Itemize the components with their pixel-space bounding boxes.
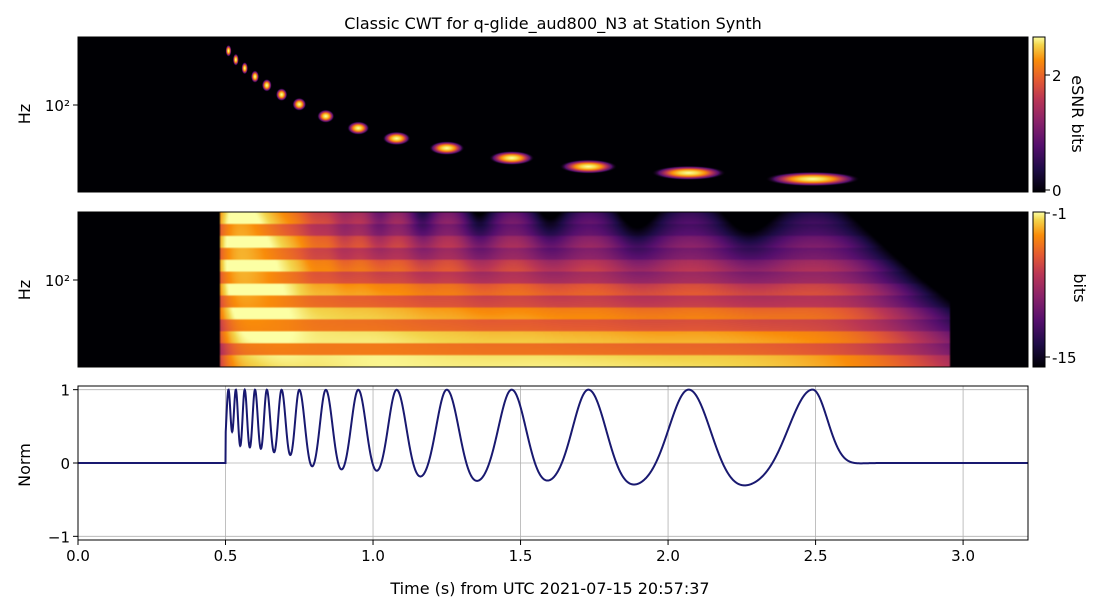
- esnr-pulse: [347, 121, 370, 135]
- waveform-xtick-label: 2.0: [656, 547, 680, 565]
- panel-power: 10² Hz -1 -15 bits: [15, 205, 1089, 368]
- esnr-plot-area: [78, 37, 1028, 192]
- waveform-xticks: 0.0 0.5 1.0 1.5 2.0 2.5 3.0: [66, 540, 975, 565]
- power-cbar-label-bottom: -15: [1052, 349, 1077, 367]
- waveform-xtick-label: 2.5: [804, 547, 828, 565]
- power-ytick-label: 10²: [45, 272, 70, 290]
- panel-waveform: −1 0 1 0.0 0.5 1.0 1.5 2.0 2.5 3.0 Norm: [15, 382, 1029, 565]
- waveform-ytick-label: 1: [60, 382, 70, 400]
- waveform-xtick-label: 1.5: [509, 547, 533, 565]
- esnr-pulse: [232, 53, 239, 66]
- esnr-pulse: [250, 70, 260, 83]
- esnr-pulse: [489, 150, 535, 166]
- esnr-ylabel: Hz: [15, 104, 34, 124]
- power-ylabel: Hz: [15, 280, 34, 300]
- waveform-xtick-label: 3.0: [951, 547, 975, 565]
- esnr-pulse: [317, 109, 335, 123]
- esnr-pulse: [651, 165, 726, 181]
- esnr-pulse: [292, 97, 307, 111]
- esnr-cbar-title: eSNR bits: [1068, 75, 1087, 152]
- waveform-xtick-label: 0.0: [66, 547, 90, 565]
- power-colorbar: [1032, 211, 1046, 368]
- figure-title: Classic CWT for q-glide_aud800_N3 at Sta…: [344, 14, 762, 34]
- esnr-pulse: [429, 141, 465, 156]
- esnr-frame: [77, 36, 1029, 193]
- panel-esnr: 10² Hz 2 0 eSNR bits: [15, 36, 1087, 200]
- esnr-pulse: [382, 131, 411, 146]
- waveform-ylabel: Norm: [15, 443, 34, 487]
- waveform-xtick-label: 1.0: [361, 547, 385, 565]
- esnr-pulse: [275, 88, 288, 102]
- x-axis-label: Time (s) from UTC 2021-07-15 20:57:37: [389, 579, 709, 598]
- power-cbar-title: bits: [1070, 273, 1089, 302]
- power-heatmap: [78, 212, 1028, 367]
- esnr-cbar-label-2: 2: [1052, 67, 1062, 85]
- esnr-colorbar: [1032, 36, 1046, 193]
- esnr-pulses: [225, 44, 861, 187]
- esnr-pulse: [261, 78, 272, 92]
- power-frame: [77, 211, 1029, 368]
- waveform-line: [78, 387, 1028, 487]
- esnr-pulse: [241, 61, 248, 75]
- power-cbar-label-top: -1: [1052, 205, 1067, 223]
- esnr-cbar-label-0: 0: [1052, 182, 1062, 200]
- esnr-pulse: [765, 171, 861, 187]
- esnr-pulse: [225, 44, 232, 57]
- waveform-xtick-label: 0.5: [214, 547, 238, 565]
- waveform-ytick-label: −1: [48, 528, 70, 546]
- waveform-ytick-label: 0: [60, 455, 70, 473]
- esnr-ytick-label: 10²: [45, 97, 70, 115]
- esnr-pulse: [559, 159, 618, 174]
- waveform-yticks: −1 0 1: [48, 382, 78, 546]
